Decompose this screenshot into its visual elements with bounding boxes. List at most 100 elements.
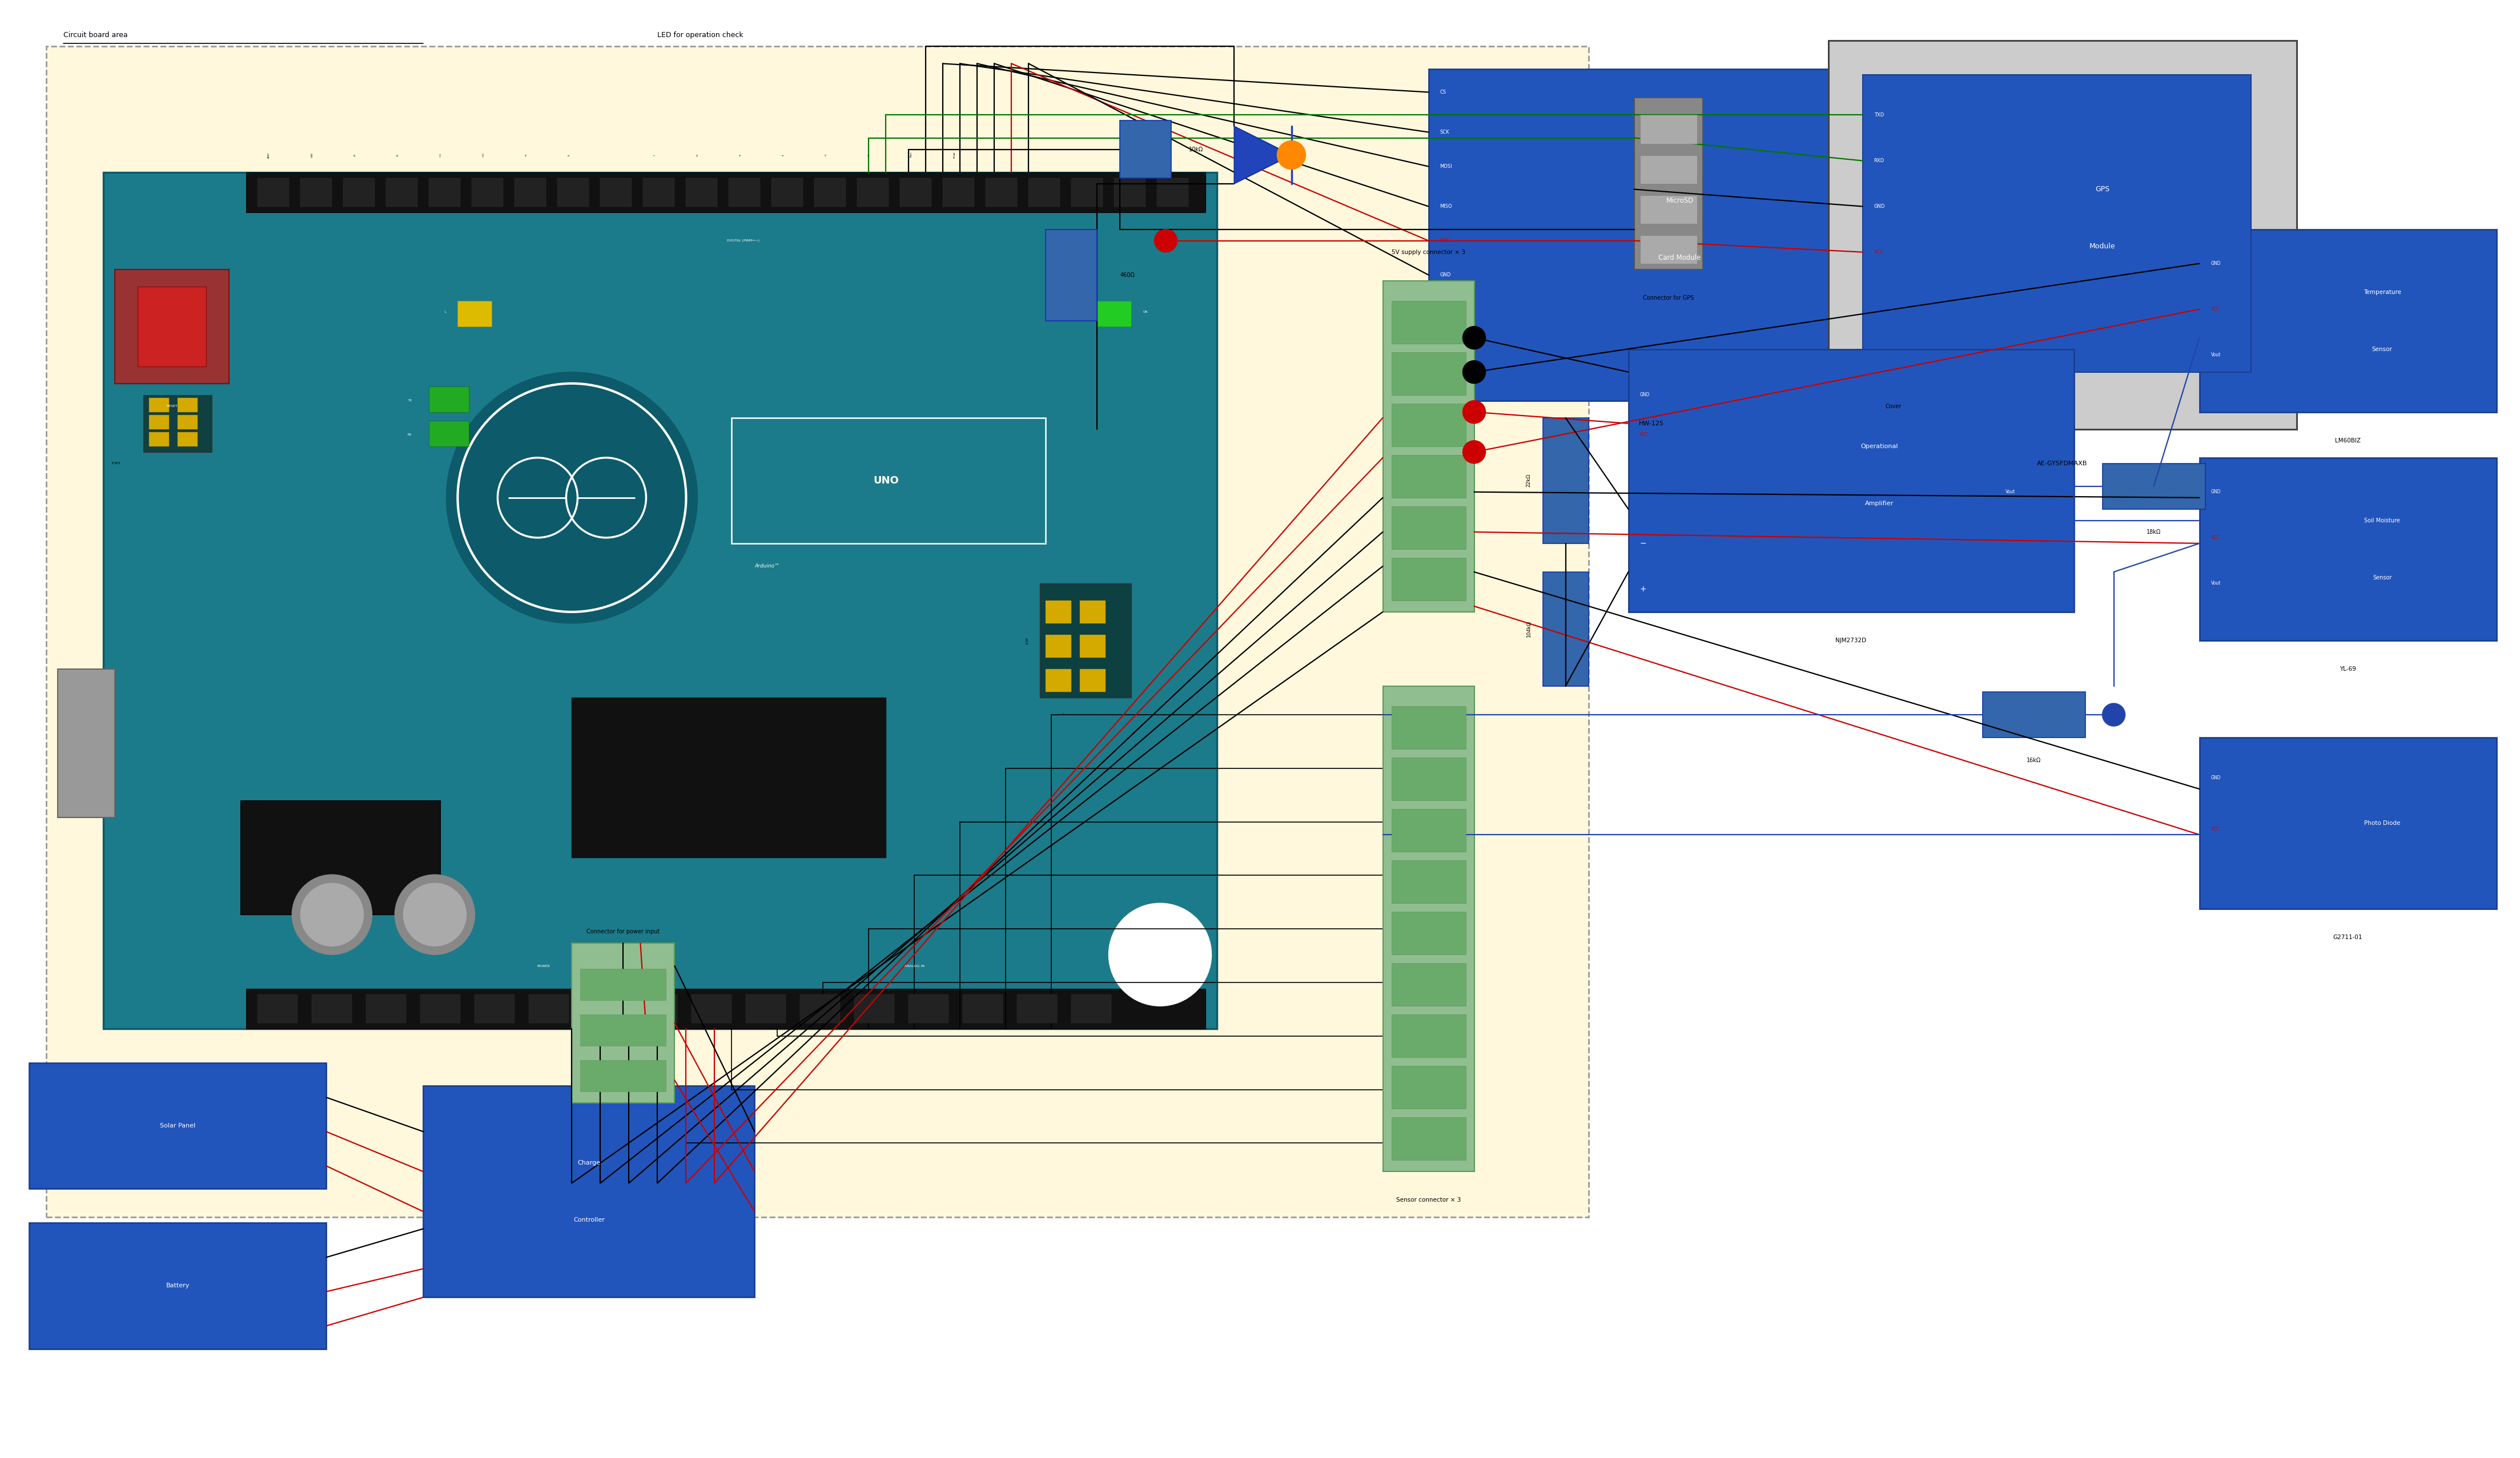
Text: 104kΩ: 104kΩ: [1527, 621, 1532, 637]
Text: POWER: POWER: [537, 965, 549, 968]
Bar: [1391, 404, 1467, 446]
Bar: [1641, 235, 1696, 264]
Text: RX: RX: [408, 433, 411, 436]
Text: VCC: VCC: [1439, 238, 1449, 243]
Text: Soil Moisture: Soil Moisture: [2364, 518, 2399, 523]
Bar: [1028, 178, 1061, 207]
Bar: [312, 994, 353, 1024]
Bar: [580, 1015, 665, 1045]
Bar: [514, 178, 547, 207]
Text: Temperature: Temperature: [2364, 289, 2402, 295]
Bar: [1157, 178, 1189, 207]
Bar: [179, 432, 197, 446]
Bar: [149, 398, 169, 413]
Bar: [771, 178, 804, 207]
Bar: [428, 178, 461, 207]
Bar: [963, 994, 1003, 1024]
Bar: [638, 994, 678, 1024]
Bar: [857, 178, 890, 207]
Text: RXD: RXD: [1875, 157, 1885, 163]
Bar: [600, 178, 633, 207]
Circle shape: [2102, 703, 2124, 726]
Bar: [144, 395, 212, 452]
Bar: [423, 1086, 753, 1298]
Bar: [1046, 229, 1096, 321]
Text: ICSP2: ICSP2: [111, 462, 121, 465]
Text: Amplifier: Amplifier: [1865, 500, 1895, 506]
Bar: [471, 178, 504, 207]
Bar: [1383, 280, 1474, 612]
Text: AE-GYSFDMAXB: AE-GYSFDMAXB: [2036, 461, 2087, 467]
Bar: [557, 178, 590, 207]
Bar: [731, 418, 1046, 544]
Bar: [1071, 994, 1111, 1024]
Bar: [30, 1063, 325, 1188]
Text: GPS: GPS: [2094, 185, 2109, 192]
Bar: [854, 994, 895, 1024]
Text: NJM2732D: NJM2732D: [1835, 637, 1867, 643]
Text: ON: ON: [1144, 311, 1147, 313]
Bar: [1119, 121, 1172, 178]
Circle shape: [446, 372, 698, 624]
Bar: [1391, 1015, 1467, 1057]
Text: MISO: MISO: [1439, 204, 1452, 208]
Bar: [58, 669, 116, 818]
Bar: [239, 800, 441, 914]
Text: Photo Diode: Photo Diode: [2364, 821, 2399, 827]
Bar: [1071, 178, 1104, 207]
Bar: [746, 994, 786, 1024]
Bar: [247, 989, 1205, 1029]
Text: Card Module: Card Module: [1658, 254, 1701, 261]
Bar: [801, 994, 839, 1024]
Text: Controller: Controller: [575, 1217, 605, 1223]
Bar: [1391, 351, 1467, 395]
Bar: [572, 943, 675, 1104]
Bar: [179, 398, 197, 413]
Text: ANALOG IN: ANALOG IN: [905, 965, 925, 968]
Bar: [572, 697, 887, 857]
Bar: [580, 1060, 665, 1092]
Bar: [1391, 758, 1467, 800]
Bar: [1114, 178, 1147, 207]
Bar: [2200, 458, 2497, 640]
Bar: [693, 994, 731, 1024]
Bar: [421, 994, 461, 1024]
Bar: [1641, 115, 1696, 143]
Text: Cover: Cover: [1885, 404, 1903, 410]
Text: Vout: Vout: [2210, 580, 2220, 586]
Bar: [728, 178, 761, 207]
Bar: [1391, 1066, 1467, 1110]
Circle shape: [1462, 327, 1487, 348]
Text: YL-69: YL-69: [2339, 666, 2356, 672]
Text: G2711-01: G2711-01: [2334, 935, 2364, 940]
Circle shape: [1154, 229, 1177, 252]
Bar: [529, 994, 570, 1024]
Bar: [1641, 155, 1696, 184]
Circle shape: [396, 875, 474, 955]
Bar: [45, 47, 1588, 1217]
Bar: [139, 286, 207, 366]
Text: Battery: Battery: [166, 1283, 189, 1289]
Text: 460Ω: 460Ω: [1119, 273, 1134, 278]
Text: 16kΩ: 16kΩ: [2026, 758, 2041, 764]
Text: VCC: VCC: [2210, 827, 2220, 831]
Text: GND: GND: [1875, 204, 1885, 208]
Bar: [1391, 1117, 1467, 1161]
Text: GND: GND: [2210, 490, 2220, 494]
Bar: [582, 994, 622, 1024]
Bar: [1542, 418, 1588, 544]
Text: GND: GND: [1641, 392, 1651, 398]
Bar: [643, 178, 675, 207]
Text: +: +: [1641, 585, 1646, 593]
Bar: [149, 416, 169, 429]
Bar: [1391, 557, 1467, 601]
Bar: [942, 178, 975, 207]
Bar: [300, 178, 333, 207]
Bar: [685, 178, 718, 207]
Circle shape: [292, 875, 373, 955]
Bar: [116, 270, 229, 383]
Text: LM60BIZ: LM60BIZ: [2336, 437, 2361, 443]
Text: Vout: Vout: [2210, 353, 2220, 357]
Bar: [1391, 455, 1467, 497]
Text: MicroSD: MicroSD: [1666, 197, 1693, 204]
